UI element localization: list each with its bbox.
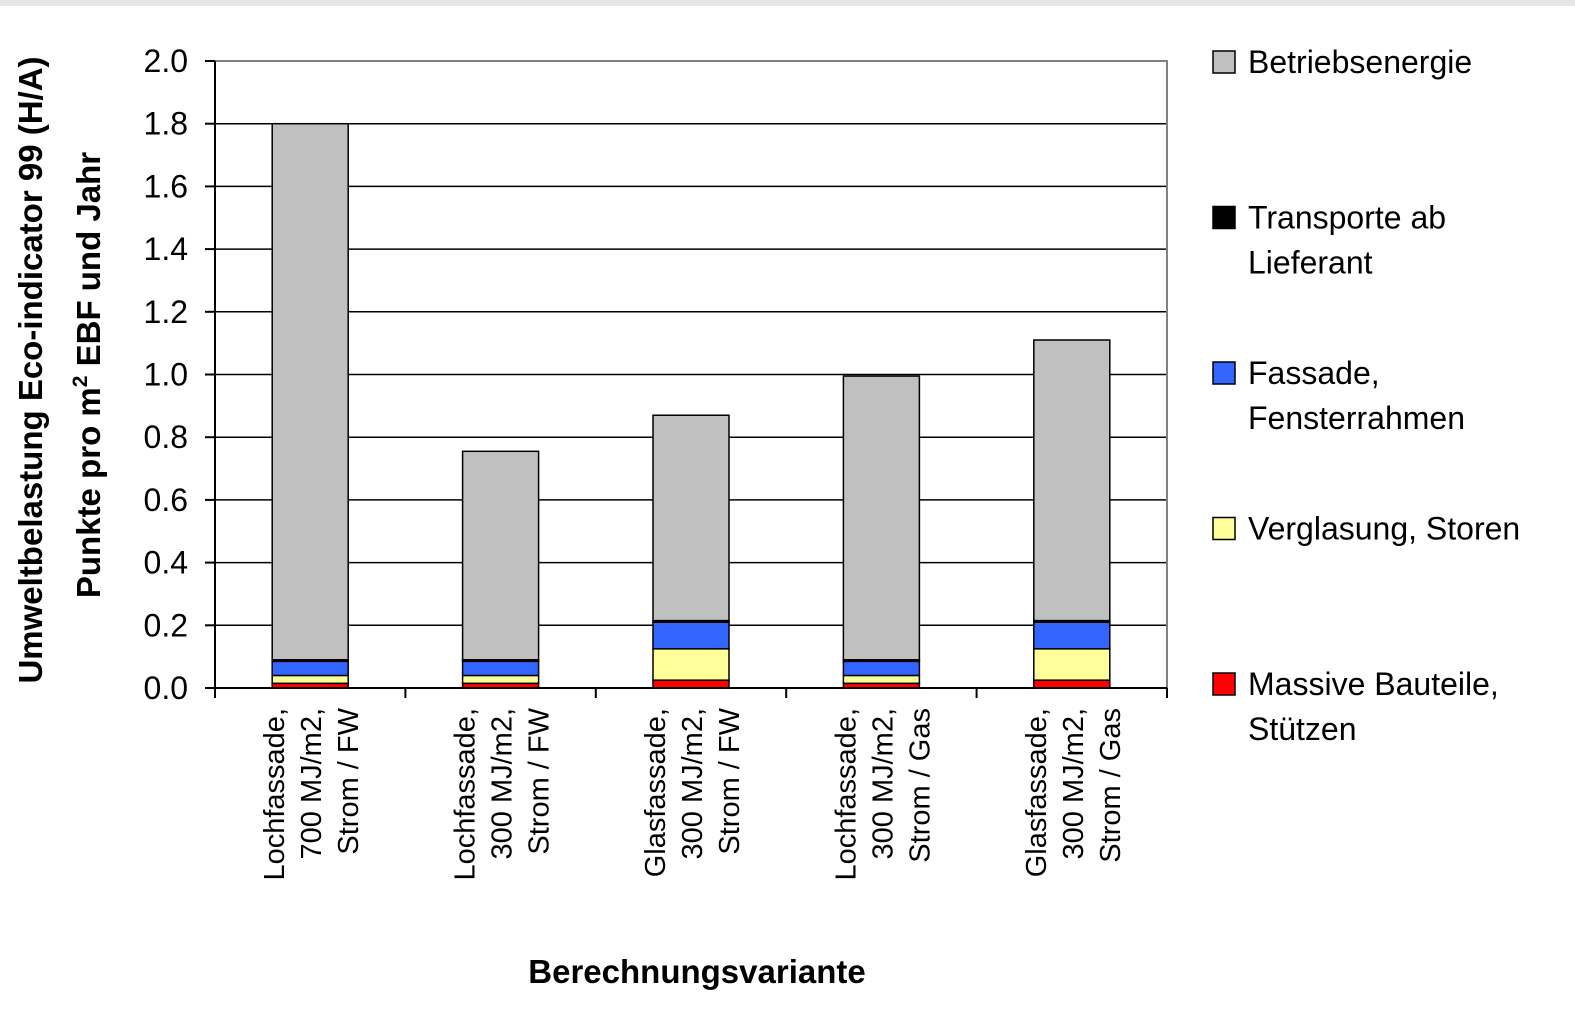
y-axis-label-line-1: Umweltbelastung Eco-indicator 99 (H/A): [12, 56, 49, 683]
legend-label: Betriebsenergie: [1248, 44, 1472, 80]
category-label-line: Lochfassade,: [830, 708, 862, 881]
y-tick-label: 0.4: [144, 545, 188, 581]
bar-stack: [1033, 339, 1111, 689]
bar-segment: [652, 679, 730, 689]
y-axis: 0.0 0.2 0.4 0.6 0.8 1.0 1.2 1.4 1.6 1.8 2.0: [144, 43, 216, 706]
y-tick-label: 2.0: [144, 43, 188, 79]
category-label-line: Lochfassade,: [450, 708, 482, 881]
bar-segment: [652, 621, 730, 650]
y-tick-label: 1.6: [144, 168, 188, 204]
bar-segment: [271, 660, 349, 677]
legend-swatch: [1212, 516, 1236, 541]
legend-item: Betriebsenergie: [1212, 44, 1472, 80]
bar-segment: [842, 674, 921, 685]
y-tick-label: 1.8: [144, 106, 188, 142]
legend-item: Verglasung, Storen: [1212, 511, 1520, 547]
legend-item: Massive Bauteile, Stützen: [1212, 666, 1499, 747]
category-label: Lochfassade, 300 MJ/m2, Strom / Gas: [830, 708, 936, 881]
bar-segment: [652, 414, 730, 622]
y-axis-label-line-2-pre: Punkte pro m: [70, 387, 107, 598]
legend-swatch: [1212, 50, 1236, 74]
y-axis-label-line-2: Punkte pro m2 EBF und Jahr: [69, 152, 107, 598]
y-axis-label-line-2-post: EBF und Jahr: [70, 152, 107, 376]
bar-stack: [842, 375, 921, 689]
legend-label: Verglasung, Storen: [1248, 511, 1520, 547]
y-tick-label: 1.0: [144, 357, 188, 393]
category-label-line: 700 MJ/m2,: [296, 708, 328, 860]
category-label-line: Strom / Gas: [904, 708, 936, 863]
category-label: Lochfassade, 700 MJ/m2, Strom / FW: [259, 707, 365, 880]
legend-item: Fassade, Fensterrahmen: [1212, 355, 1465, 436]
category-label-line: 300 MJ/m2,: [677, 708, 709, 860]
y-axis-label: Umweltbelastung Eco-indicator 99 (H/A) P…: [12, 56, 107, 683]
y-tick-label: 0.6: [144, 482, 188, 518]
category-label-line: Strom / FW: [524, 707, 556, 854]
x-axis-label: Berechnungsvariante: [528, 953, 865, 990]
y-axis-label-superscript: 2: [69, 376, 92, 388]
legend-label: Lieferant: [1248, 245, 1373, 281]
category-label-line: Glasfassade,: [1021, 708, 1053, 877]
legend-swatch: [1212, 205, 1236, 230]
legend: Betriebsenergie Transporte ab Lieferant Fas…: [1212, 44, 1520, 747]
bar-segment: [461, 450, 540, 661]
category-label: Glasfassade, 300 MJ/m2, Strom / FW: [640, 707, 746, 877]
legend-label: Fassade,: [1248, 355, 1380, 391]
bar-segment: [1033, 679, 1111, 689]
bar-segment: [461, 674, 540, 685]
category-label-line: Lochfassade,: [259, 708, 291, 881]
category-label-line: 300 MJ/m2,: [487, 708, 519, 860]
legend-label: Fensterrahmen: [1248, 400, 1465, 436]
bars: [271, 122, 1111, 689]
y-tick-label: 0.0: [144, 670, 188, 706]
bar-segment: [271, 674, 349, 685]
legend-label: Massive Bauteile,: [1248, 666, 1499, 702]
category-label-line: 300 MJ/m2,: [867, 708, 899, 860]
category-label: Glasfassade, 300 MJ/m2, Strom / Gas: [1021, 708, 1127, 877]
category-label-line: Strom / FW: [714, 707, 746, 854]
bar-segment: [652, 648, 730, 681]
category-label-line: Strom / FW: [333, 707, 365, 854]
category-label: Lochfassade, 300 MJ/m2, Strom / FW: [450, 707, 556, 880]
bar-stack: [652, 414, 730, 689]
legend-label: Transporte ab: [1248, 200, 1446, 236]
y-tick-label: 0.8: [144, 419, 188, 455]
category-label-line: Glasfassade,: [640, 708, 672, 877]
bar-segment: [1033, 621, 1111, 650]
x-axis: Lochfassade, 700 MJ/m2, Strom / FW Lochfass…: [214, 687, 1168, 881]
legend-label: Stützen: [1248, 711, 1357, 747]
bar-segment: [842, 375, 921, 661]
bar-segment: [461, 660, 540, 677]
y-tick-label: 1.2: [144, 294, 188, 330]
bar-segment: [1033, 339, 1111, 622]
category-label-line: Strom / Gas: [1095, 708, 1127, 863]
y-tick-label: 0.2: [144, 607, 188, 643]
legend-swatch: [1212, 361, 1236, 385]
top-bar: [0, 0, 1575, 6]
bar-segment: [1033, 648, 1111, 681]
legend-swatch: [1212, 672, 1236, 696]
y-tick-label: 1.4: [144, 231, 188, 267]
bar-stack: [461, 450, 540, 689]
category-label-line: 300 MJ/m2,: [1058, 708, 1090, 860]
bar-segment: [842, 660, 921, 677]
bar-stack: [271, 122, 349, 689]
bar-segment: [271, 122, 349, 661]
legend-item: Transporte ab Lieferant: [1212, 200, 1446, 281]
